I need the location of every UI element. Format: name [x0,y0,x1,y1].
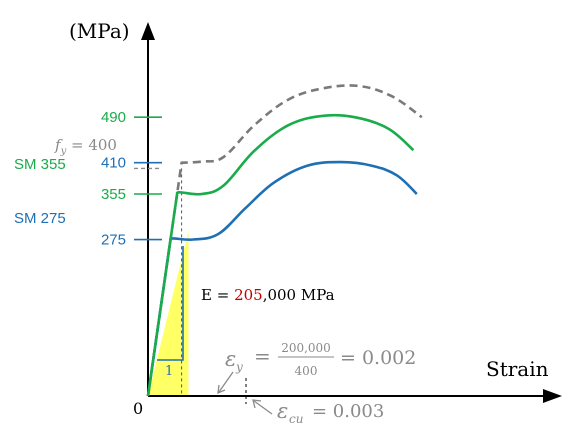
fy-subscript: y [60,146,67,157]
eps-y-pointer-head [217,384,226,395]
series-line-sm-275 [146,160,418,397]
y-tick-label-355: 355 [101,186,126,203]
eps-y-equals: = [254,344,271,368]
eps-cu-pointer [253,400,273,415]
y-axis-label: (MPa) [69,19,130,43]
x-axis-label: Strain [486,357,549,381]
y-tick-label-490: 490 [101,109,126,126]
eps-cu-result: = 0.003 [312,401,384,422]
modulus-annotation: E = 205,000 MPa [201,286,335,304]
eps-cu-pointer-head [252,399,262,409]
fy-symbol: f [54,136,63,154]
eps-y-symbol: ε [225,347,236,371]
eps-cu-symbol: ε [277,399,288,423]
modulus-highlight: 205 [234,286,263,304]
slope-label: 1 [165,364,173,379]
fy-label: fy = 400 [54,136,117,157]
y-tick-label-275: 275 [101,232,126,249]
series-line-upper-bound [146,84,423,397]
modulus-prefix: E = [201,286,234,304]
eps-y-annotation: ε y = 200,000 400 = 0.002 [225,341,416,378]
eps-y-numerator: 200,000 [281,341,331,355]
eps-y-result: = 0.002 [340,347,416,369]
eps-cu-annotation: ε cu = 0.003 [277,399,384,426]
eps-y-denominator: 400 [295,364,318,378]
slope-box [157,246,184,361]
x-axis-arrow [543,389,562,403]
eps-cu-subscript: cu [289,412,303,426]
fy-value: = 400 [66,136,117,154]
y-axis-arrow [141,22,155,40]
series-label-sm275: SM 275 [14,210,66,227]
y-tick-label-410: 410 [101,155,126,172]
eps-y-subscript: y [235,360,243,374]
modulus-suffix: ,000 MPa [263,286,335,304]
modulus-highlight-triangle [148,229,189,396]
origin-label: 0 [133,399,143,418]
series-label-sm355: SM 355 [14,156,66,173]
series-line-sm-355 [146,113,415,397]
eps-y-pointer [218,371,234,393]
